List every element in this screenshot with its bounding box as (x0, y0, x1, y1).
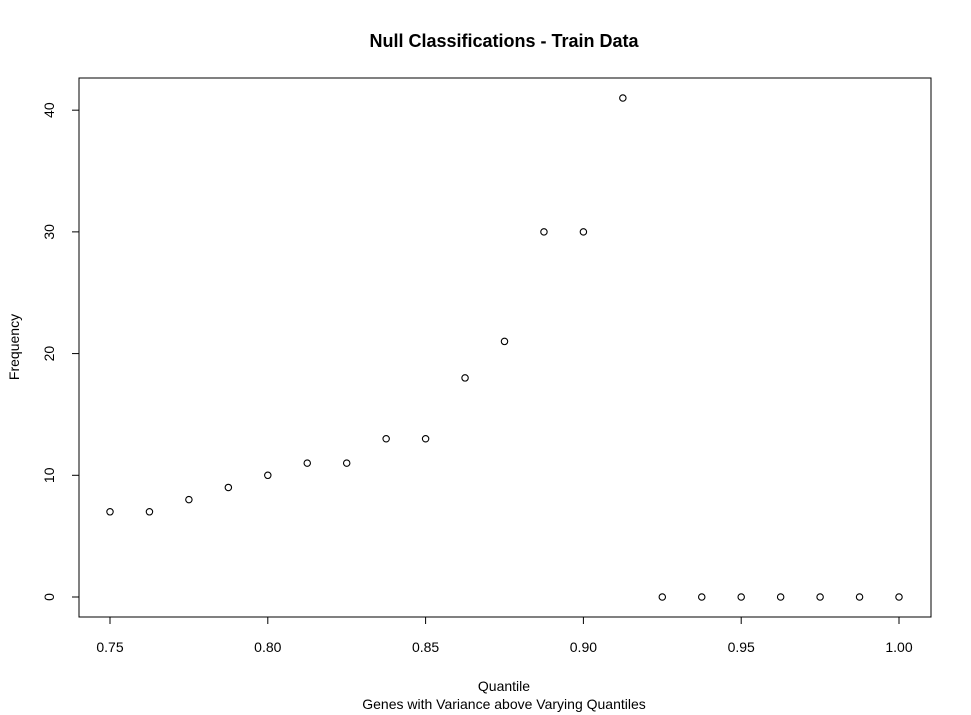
data-point (737, 593, 745, 601)
data-point (461, 374, 469, 382)
chart-title: Null Classifications - Train Data (369, 31, 639, 51)
y-tick-label: 30 (41, 224, 57, 240)
x-tick-label: 0.85 (412, 639, 439, 655)
data-point (500, 337, 509, 346)
x-tick-label: 0.95 (728, 639, 755, 655)
y-tick-label: 0 (41, 593, 57, 601)
data-point (855, 593, 864, 601)
data-point (342, 459, 351, 467)
x-tick-label: 1.00 (885, 639, 912, 655)
data-point (303, 459, 311, 467)
data-point (382, 435, 390, 443)
data-points (106, 94, 903, 601)
data-point (106, 508, 114, 516)
data-point (421, 435, 430, 443)
x-tick-label: 0.80 (254, 639, 281, 655)
data-point (816, 593, 824, 601)
y-tick-label: 10 (41, 467, 57, 483)
y-axis-label: Frequency (6, 314, 22, 380)
data-point (697, 593, 706, 601)
data-point (540, 228, 548, 236)
data-point (776, 593, 785, 601)
x-tick-label: 0.75 (96, 639, 123, 655)
data-point (264, 471, 272, 480)
data-point (145, 508, 154, 516)
data-point (185, 495, 193, 504)
data-point (895, 593, 903, 601)
data-point (579, 228, 588, 236)
data-point (224, 483, 233, 492)
x-axis-subtitle: Genes with Variance above Varying Quanti… (362, 696, 646, 712)
data-point (619, 94, 627, 102)
x-tick-label: 0.90 (570, 639, 597, 655)
y-tick-label: 20 (41, 346, 57, 362)
y-axis: 0 10 20 30 40 (41, 102, 80, 601)
x-axis: 0.75 0.80 0.85 0.90 0.95 1.00 (96, 616, 913, 655)
x-axis-label: Quantile (478, 678, 530, 694)
plot-frame (78, 77, 932, 618)
y-tick-label: 40 (41, 102, 57, 118)
data-point (658, 593, 667, 601)
